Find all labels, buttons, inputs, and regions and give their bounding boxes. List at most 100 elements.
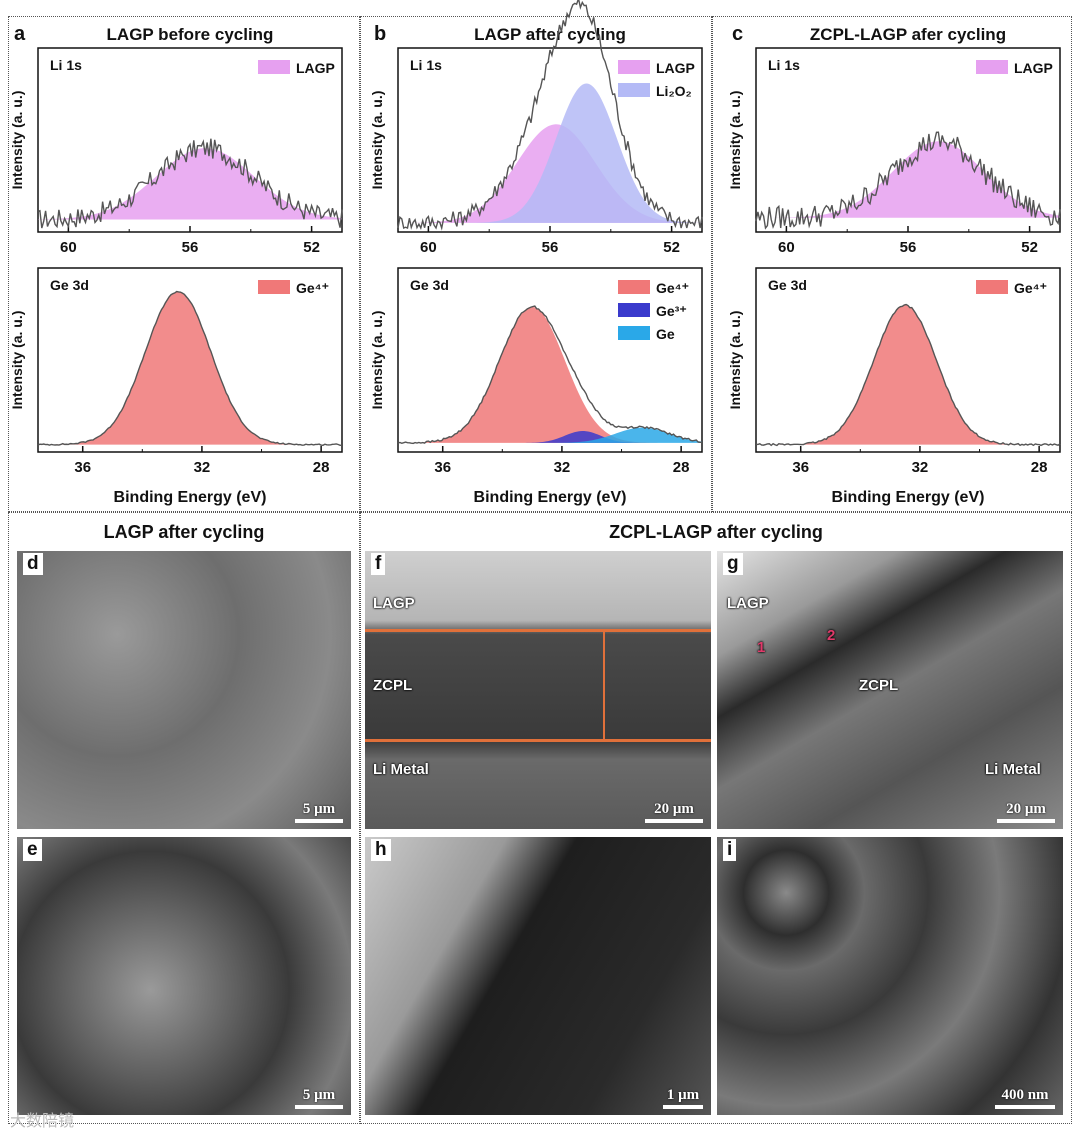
x-tick-label: 28 [1031,459,1048,476]
legend-entry: LAGP [1014,60,1053,76]
scale-bar: 1 μm [663,1087,703,1109]
sem-letter: i [723,839,737,861]
legend-swatch [258,280,290,294]
legend-entry: Ge³⁺ [656,303,687,319]
spectrum-line [397,305,703,445]
xps-frame-a [8,16,360,512]
plot-frame [755,267,1061,453]
xps-chart-area: a LAGP before cycling Intensity (a. u.) Li … [9,0,1061,506]
sem-image-d: d 5 μm [16,550,352,830]
x-axis-label: Binding Energy (eV) [114,489,267,506]
sem-letter: e [23,839,42,861]
peak-fill [398,306,702,443]
spectrum-label: Li 1s [410,57,442,73]
legend-swatch [618,60,650,74]
peak-fill [38,291,342,445]
x-tick-label: 28 [673,459,690,476]
label-lagp: LAGP [373,595,415,612]
spectrum-label: Ge 3d [768,277,807,293]
x-axis-label: Binding Energy (eV) [474,489,627,506]
y-axis-label: Intensity (a. u.) [727,91,743,190]
x-axis-label: Binding Energy (eV) [832,489,985,506]
spectrum-label: Li 1s [50,57,82,73]
spectrum-line [755,131,1061,230]
legend-swatch [976,280,1008,294]
x-tick-label: 60 [420,239,437,256]
x-tick-label: 36 [792,459,809,476]
legend-swatch [618,83,650,97]
x-tick-label: 32 [194,459,211,476]
x-tick-label: 28 [313,459,330,476]
y-axis-label: Intensity (a. u.) [369,91,385,190]
x-tick-label: 52 [663,239,680,256]
x-tick-label: 56 [900,239,917,256]
sem-image-e: e 5 μm [16,836,352,1116]
x-tick-label: 56 [182,239,199,256]
sem-letter: d [23,553,43,575]
sem-image-g: g LAGP ZCPL Li Metal 1 2 20 μm [716,550,1064,830]
sem-image-f: f LAGP ZCPL Li Metal 20 μm [364,550,712,830]
mark-2: 2 [827,627,836,644]
watermark: 大数陪镜 [10,1113,75,1130]
scale-bar: 20 μm [645,801,703,823]
plot-frame [397,267,703,453]
panel-title: LAGP before cycling [107,25,274,44]
legend-entry: Li₂O₂ [656,83,692,99]
spectrum-line [37,290,343,446]
sem-letter: h [371,839,391,861]
peak-fill [38,148,342,220]
spectrum-line [755,303,1061,447]
panel-letter: b [374,23,386,45]
peak-fill [756,141,1060,218]
sem-left-title: LAGP after cycling [103,522,265,542]
x-tick-label: 60 [778,239,795,256]
plot-frame [37,267,343,453]
legend-entry: LAGP [656,60,695,76]
panel-letter: c [732,23,743,45]
label-lagp: LAGP [727,595,769,612]
spectrum-line [37,138,343,229]
scale-bar: 5 μm [295,801,343,823]
spectrum-label: Ge 3d [410,277,449,293]
panel-title: ZCPL-LAGP afer cycling [810,25,1006,44]
legend-swatch [976,60,1008,74]
label-zcpl: ZCPL [859,677,899,694]
legend-entry: Ge⁴⁺ [656,280,689,296]
scale-bar: 20 μm [997,801,1055,823]
peak-fill [756,305,1060,445]
peak-fill [398,83,702,223]
x-tick-label: 56 [542,239,559,256]
x-tick-label: 60 [60,239,77,256]
x-tick-label: 52 [1021,239,1038,256]
scale-bar: 400 nm [995,1087,1055,1109]
y-axis-label: Intensity (a. u.) [727,311,743,410]
mark-1: 1 [757,639,766,656]
label-li-metal: Li Metal [373,761,429,778]
y-axis-label: Intensity (a. u.) [369,311,385,410]
panel-letter: a [14,23,26,45]
sem-image-i: i 400 nm [716,836,1064,1116]
peak-fill [398,427,702,443]
y-axis-label: Intensity (a. u.) [9,91,25,190]
spectrum-label: Li 1s [768,57,800,73]
sem-image-h: h 1 μm [364,836,712,1116]
legend-entry: Ge⁴⁺ [296,280,329,296]
x-tick-label: 32 [554,459,571,476]
sem-letter: g [723,553,743,575]
x-tick-label: 36 [74,459,91,476]
x-tick-label: 52 [303,239,320,256]
xps-frame-b [360,16,712,512]
spectrum-line [397,0,703,231]
panel-title: LAGP after cycling [474,25,626,44]
label-li-metal: Li Metal [985,761,1041,778]
sem-letter: f [371,553,386,575]
legend-swatch [618,326,650,340]
y-axis-label: Intensity (a. u.) [9,311,25,410]
legend-swatch [618,280,650,294]
legend-swatch [258,60,290,74]
x-tick-label: 32 [912,459,929,476]
scale-bar: 5 μm [295,1087,343,1109]
spectrum-label: Ge 3d [50,277,89,293]
sem-frame-right [360,512,1072,1124]
label-zcpl: ZCPL [373,677,413,694]
